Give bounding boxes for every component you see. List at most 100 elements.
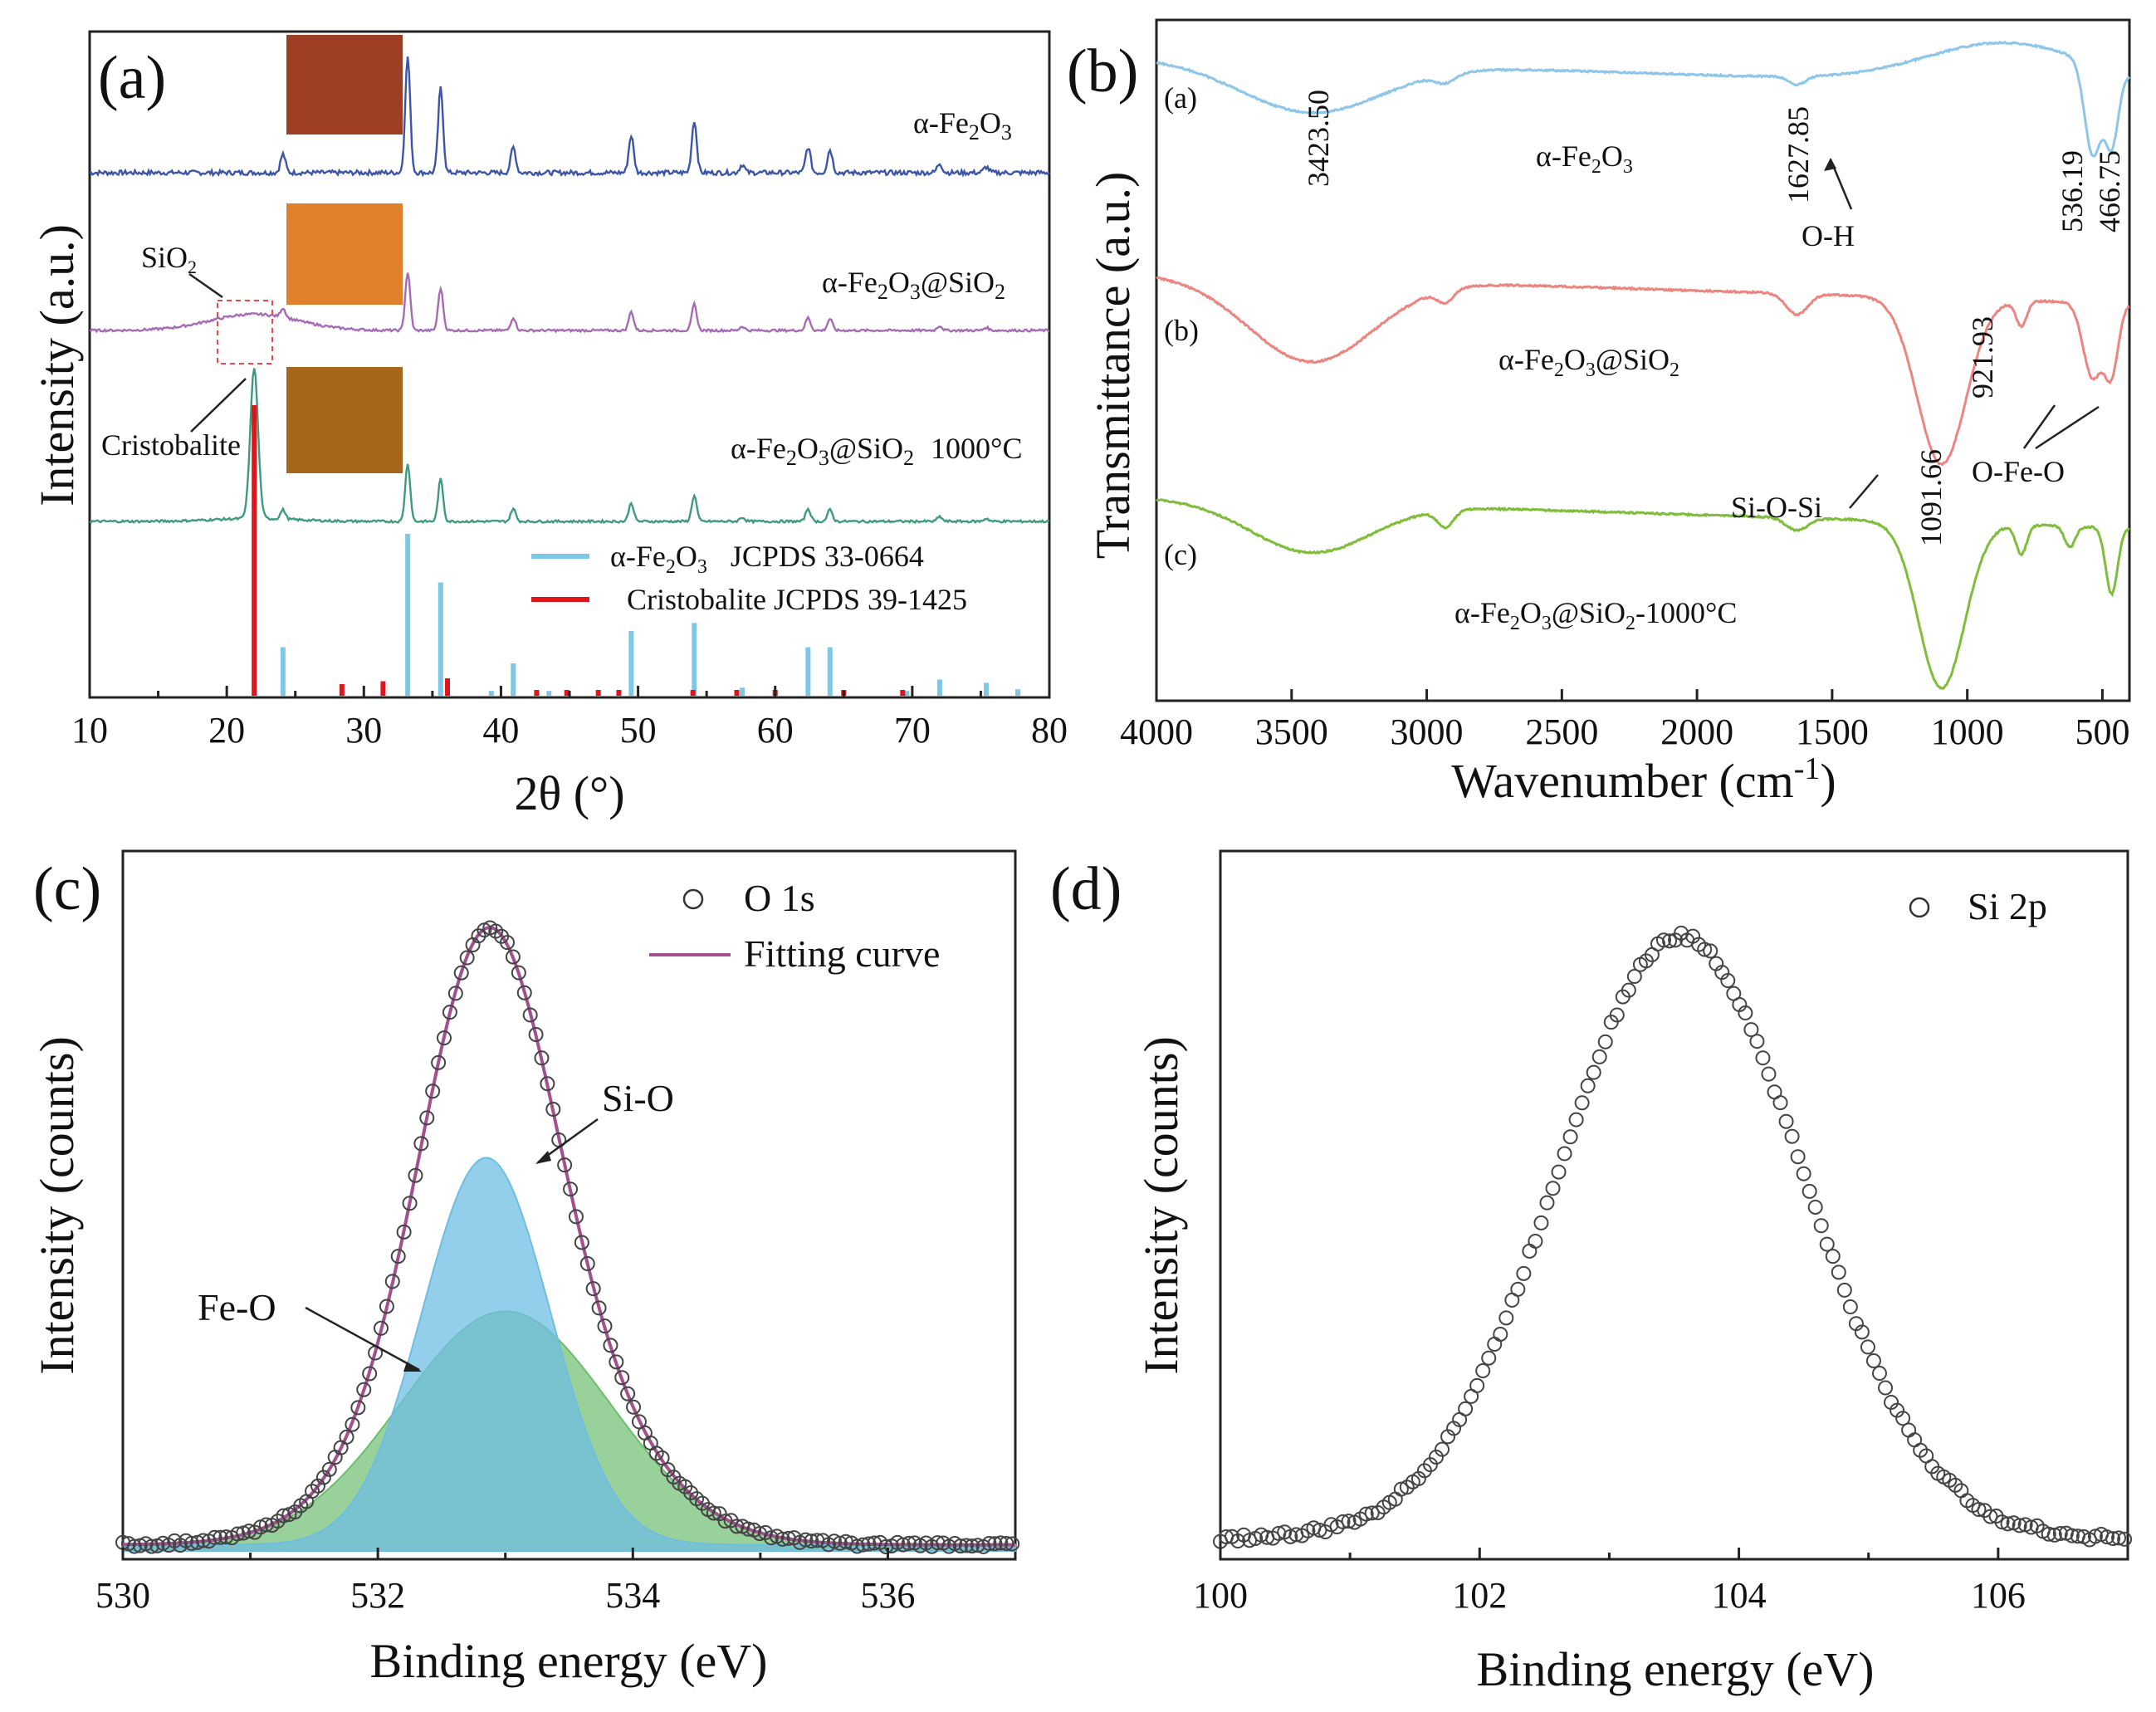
si2p-data-point — [2105, 1531, 2121, 1547]
si2p-data-point — [2046, 1527, 2062, 1543]
si2p-data-point — [1435, 1441, 1450, 1457]
fe2o3-powder-photo — [286, 35, 403, 135]
legend-si2p: Si 2p — [1968, 885, 2047, 927]
legend-si2p-marker — [1909, 897, 1930, 918]
o1s-data-point — [183, 1535, 199, 1551]
panel-b-tick-label: 1000 — [1931, 712, 2004, 752]
sio2-annotation: SiO2 — [141, 241, 197, 277]
legend-fitting-curve: Fitting curve — [744, 932, 940, 975]
si2p-data-point — [1755, 1050, 1771, 1066]
o1s-data-point — [437, 1030, 452, 1046]
o1s-data-point — [390, 1249, 406, 1264]
o1s-data-point — [849, 1538, 865, 1554]
panel-a-x-ticks: 10 20 30 40 50 60 70 80 — [71, 686, 1068, 751]
panel-a-tick-label: 70 — [894, 710, 931, 751]
o1s-data-point — [952, 1538, 968, 1554]
si2p-data-point — [2064, 1528, 2080, 1543]
curve-label-c: (c) — [1164, 538, 1197, 571]
panel-b-frame — [1155, 18, 2131, 702]
o1s-data-point — [207, 1529, 222, 1545]
legend-o1s: O 1s — [744, 877, 815, 919]
si2p-data-point — [1533, 1215, 1549, 1230]
o1s-data-point — [431, 1054, 447, 1070]
si2p-data-point — [1522, 1243, 1538, 1259]
o1s-data-point — [660, 1462, 676, 1478]
o1s-data-point — [321, 1461, 337, 1477]
si2p-data-point — [1831, 1264, 1846, 1280]
si2p-data-point — [1796, 1166, 1811, 1181]
panel-a-reference-lines — [252, 405, 1021, 696]
o1s-data-point — [442, 1005, 457, 1020]
o1s-data-point — [609, 1354, 624, 1370]
panel-d-tick-label: 100 — [1193, 1575, 1248, 1616]
fe-o-arrow-head — [403, 1362, 422, 1372]
si2p-data-point — [1854, 1324, 1870, 1340]
o1s-data-point — [425, 1083, 441, 1099]
si2p-data-point — [1971, 1502, 1987, 1518]
o1s-data-point — [970, 1538, 985, 1553]
panel-b-ylabel: Transmittance (a.u.) — [1086, 172, 1140, 560]
sio2-arrow — [188, 272, 223, 299]
si2p-data-point — [1749, 1034, 1765, 1049]
peak-label-466: 466.75 — [2093, 150, 2126, 232]
o1s-data-point — [339, 1429, 354, 1445]
ftir-curve-1 — [1156, 40, 2131, 158]
o1s-data-point — [540, 1076, 555, 1092]
si2p-data-point — [1895, 1411, 1911, 1426]
si2p-data-point — [1901, 1422, 1917, 1438]
panel-b-x-ticks: 4000 3500 3000 2500 2000 1500 1000 500 — [1120, 689, 2129, 752]
si2p-data-point — [1720, 973, 1736, 989]
panel-d-tick-label: 106 — [1971, 1575, 2026, 1616]
o1s-data-point — [557, 1157, 573, 1173]
si2p-data-point — [1580, 1078, 1596, 1093]
si2p-data-point — [1312, 1522, 1327, 1538]
si2p-data-point — [1656, 932, 1672, 948]
panel-a-tick-label: 30 — [345, 710, 382, 751]
o1s-data-point — [585, 1281, 601, 1297]
panel-c-tick-label: 534 — [605, 1575, 660, 1616]
panel-b: 4000 3500 3000 2500 2000 1500 1000 500 (b) (a) … — [1067, 18, 2131, 808]
o1s-data-point — [500, 935, 516, 951]
o1s-data-point — [987, 1536, 1003, 1552]
si2p-data-point — [1568, 1112, 1584, 1127]
si2p-data-point — [1475, 1362, 1491, 1378]
o1s-data-point — [654, 1450, 670, 1466]
si2p-data-point — [1813, 1218, 1829, 1234]
fe2o3-sio2-powder-photo — [286, 203, 403, 305]
panel-d-plot — [1213, 925, 2133, 1549]
panel-c-tick-label: 536 — [860, 1575, 915, 1616]
panel-c: 530 532 534 536 (c) O 1s Fitting curve Si-O… — [30, 849, 1020, 1688]
si2p-data-point — [2100, 1529, 2115, 1545]
panel-a-ylabel: Intensity (a.u.) — [30, 224, 84, 506]
peak-label-3423: 3423.50 — [1302, 90, 1335, 187]
o1s-data-point — [763, 1530, 779, 1546]
si2p-data-point — [1493, 1326, 1508, 1342]
panel-d-label: (d) — [1050, 855, 1122, 923]
curve-label-b: (b) — [1164, 314, 1199, 347]
si2p-data-point — [1510, 1281, 1526, 1297]
siosi-arrow — [1849, 474, 1879, 509]
si2p-data-point — [2000, 1516, 2016, 1532]
si2p-data-point — [1358, 1506, 1374, 1522]
si2p-data-point — [1842, 1299, 1858, 1315]
peak-label-921: 921.93 — [1966, 316, 1999, 399]
si2p-data-point — [2111, 1530, 2127, 1546]
o1s-data-point — [775, 1531, 790, 1547]
si2p-data-point — [1738, 1005, 1753, 1021]
si2p-data-point — [1743, 1022, 1759, 1038]
si2p-data-point — [1825, 1249, 1841, 1264]
si2p-data-point — [1528, 1233, 1543, 1249]
si2p-data-point — [1539, 1195, 1555, 1211]
ofeo-arrow-2 — [2035, 405, 2100, 450]
ofeo-label: O-Fe-O — [1972, 455, 2065, 488]
si2p-data-point — [1516, 1265, 1532, 1281]
o1s-data-point — [356, 1382, 372, 1397]
o1s-data-point — [408, 1167, 423, 1183]
si2p-data-point — [1790, 1149, 1806, 1165]
fe2o3-sio2-1000-powder-photo — [286, 367, 403, 473]
panel-a: 10 20 30 40 50 60 70 80 (a) α-Fe2O3 α-Fe2O3@SiO… — [30, 30, 1068, 820]
xrd-curve-3 — [89, 368, 1050, 525]
si2p-data-point — [1865, 1353, 1881, 1369]
ftir-curve-3 — [1156, 498, 2130, 690]
